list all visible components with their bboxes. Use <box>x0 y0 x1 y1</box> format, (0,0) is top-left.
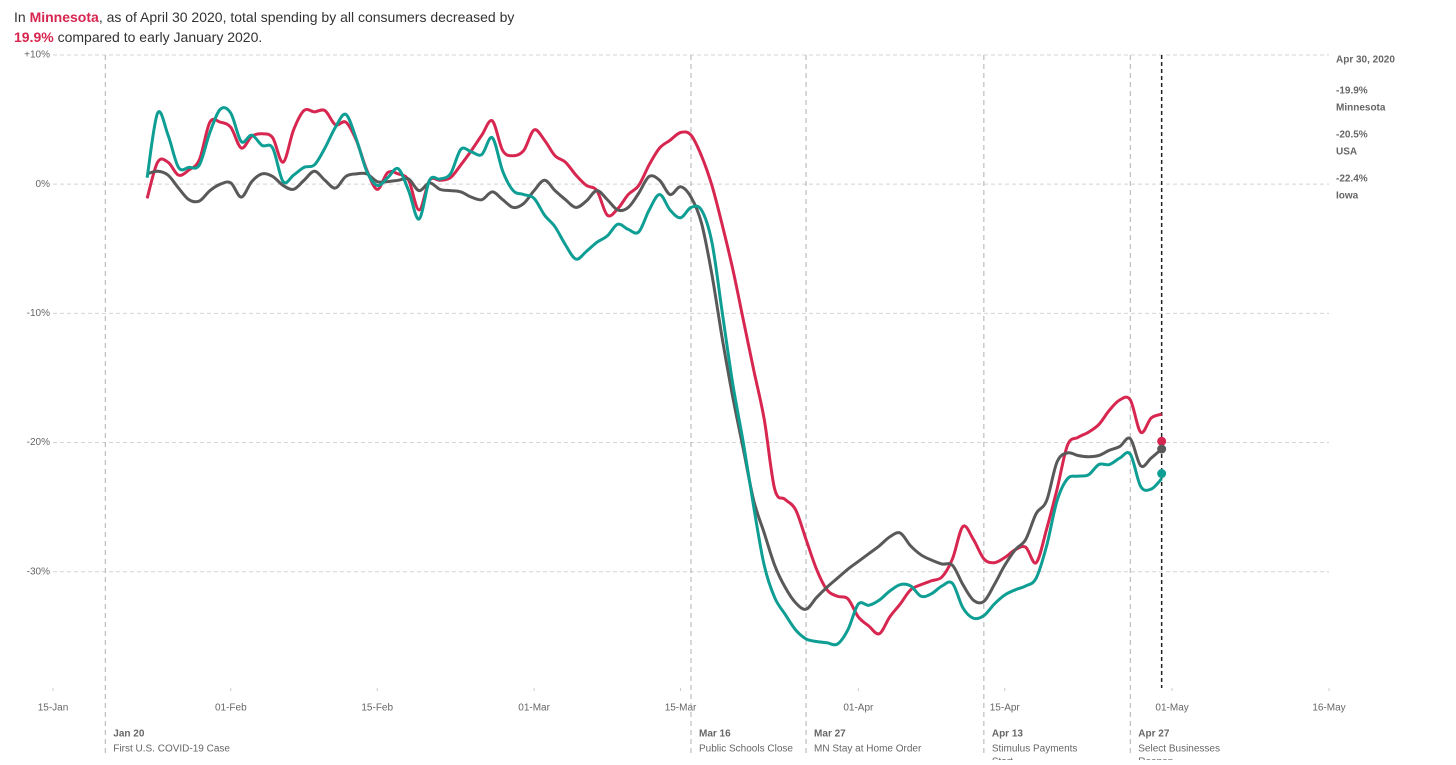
event-date: Apr 27 <box>1138 729 1170 740</box>
event-date: Apr 13 <box>992 729 1024 740</box>
end-dot <box>1157 444 1167 454</box>
legend-name: USA <box>1336 147 1357 158</box>
title-highlight: Minnesota <box>30 9 99 25</box>
end-date-label: Apr 30, 2020 <box>1336 55 1395 66</box>
event-text: Stimulus Payments <box>992 744 1078 755</box>
x-tick-label: 01-Mar <box>518 703 550 714</box>
end-dot <box>1157 469 1167 479</box>
event-text: First U.S. COVID-19 Case <box>113 744 230 755</box>
title-line: 19.9% compared to early January 2020. <box>14 29 262 45</box>
legend-name: Iowa <box>1336 191 1359 202</box>
series-line <box>145 106 1163 647</box>
event-text: Reopen <box>1138 757 1173 760</box>
y-tick-label: 0% <box>36 179 51 190</box>
y-tick-label: +10% <box>24 50 50 61</box>
x-tick-label: 01-Feb <box>215 703 247 714</box>
x-tick-label: 15-Feb <box>361 703 393 714</box>
series-line <box>146 169 1163 611</box>
event-text: Public Schools Close <box>699 744 793 755</box>
x-tick-label: 15-Apr <box>990 703 1021 714</box>
title-part: compared to early January 2020. <box>54 29 263 45</box>
x-tick-label: 01-Apr <box>843 703 874 714</box>
title-part: In <box>14 9 30 25</box>
x-tick-label: 16-May <box>1312 703 1345 714</box>
title-line: In Minnesota, as of April 30 2020, total… <box>14 9 514 25</box>
y-tick-label: -30% <box>27 566 50 577</box>
title-highlight: 19.9% <box>14 29 54 45</box>
event-text: Start <box>992 757 1013 760</box>
event-text: MN Stay at Home Order <box>814 744 922 755</box>
end-value-label: -19.9% <box>1336 86 1368 97</box>
x-tick-label: 01-May <box>1155 703 1188 714</box>
x-tick-label: 15-Mar <box>665 703 697 714</box>
x-tick-label: 15-Jan <box>38 703 69 714</box>
legend-name: Minnesota <box>1336 103 1386 114</box>
end-dot <box>1157 436 1167 446</box>
end-value-label: -22.4% <box>1336 174 1368 185</box>
y-tick-label: -20% <box>27 437 50 448</box>
end-value-label: -20.5% <box>1336 130 1368 141</box>
title-part: , as of April 30 2020, total spending by… <box>99 9 515 25</box>
y-tick-label: -10% <box>27 308 50 319</box>
event-date: Mar 27 <box>814 729 846 740</box>
event-date: Jan 20 <box>113 729 145 740</box>
event-text: Select Businesses <box>1138 744 1220 755</box>
series-line <box>145 107 1163 636</box>
event-date: Mar 16 <box>699 729 731 740</box>
